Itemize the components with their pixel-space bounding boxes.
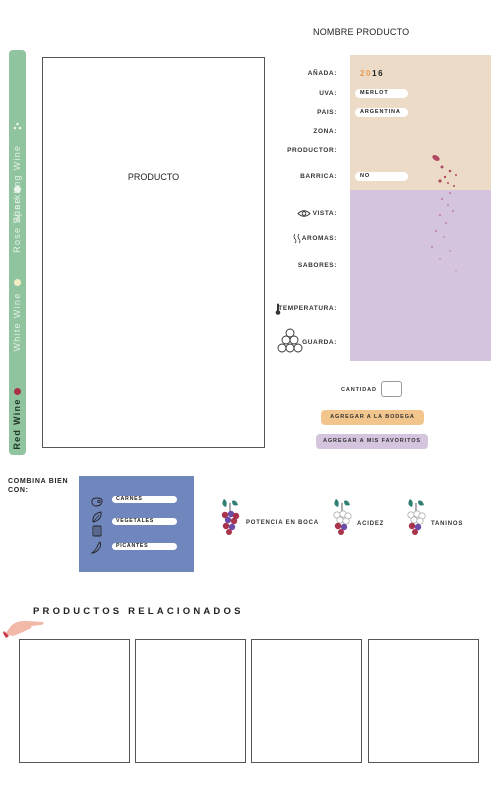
metric-acidez-label: ACIDEZ [357,521,385,527]
aromas-label: AROMAS: [301,235,337,242]
temperatura-label: TEMPERATURA: [278,305,337,312]
steak-icon [91,497,103,507]
uva-label: UVA: [319,90,337,97]
quantity-input[interactable] [381,381,402,397]
pairing-item-vegetales: VEGETALES [112,518,177,525]
anada-value: 2016 [360,69,385,78]
tab-rose-dot [14,186,21,193]
tab-red-wine[interactable]: Red Wine [12,398,22,450]
thermometer-icon [275,303,281,315]
aroma-icon [293,233,301,244]
details-panel-top [350,55,491,190]
related-product-card[interactable] [368,639,479,763]
bottle-rack-icon [277,328,303,353]
product-image-label: PRODUCTO [127,172,180,182]
tab-red-dot [14,388,21,395]
wine-type-tabs: Sparkling Wine Rose Wine White Wine Red … [9,50,26,455]
leaf-icon [92,511,102,523]
cantidad-label: CANTIDAD [341,387,377,393]
zona-label: ZONA: [313,128,337,135]
sparkle-icon [13,122,22,130]
metric-potencia-label: POTENCIA EN BOCA [246,520,319,526]
hand-icon [3,620,44,638]
tab-rose-wine[interactable]: Rose Wine [12,197,22,253]
pairing-title: COMBINA BIEN CON: [8,478,69,494]
vista-label: VISTA: [312,210,337,217]
add-to-cellar-button[interactable]: AGREGAR A LA BODEGA [321,410,424,425]
related-product-card[interactable] [251,639,362,763]
eye-icon [297,210,311,217]
grape-bunch-icon [221,499,240,535]
product-image: PRODUCTO [42,57,265,448]
details-panel-bottom [350,190,491,361]
grape-bunch-icon [333,499,352,535]
chili-icon [90,541,102,554]
related-product-card[interactable] [135,639,246,763]
pairing-item-picantes: PICANTES [112,543,177,550]
tab-white-dot [14,279,21,286]
related-product-card[interactable] [19,639,130,763]
pais-label: PAIS: [317,109,337,116]
page-title: NOMBRE PRODUCTO [313,27,410,37]
add-to-favorites-button[interactable]: AGREGAR A MIS FAVORITOS [316,434,428,449]
wine-splash-icon [431,155,457,272]
pairing-item-carnes: CARNES [112,496,177,503]
guarda-label: GUARDA: [302,339,337,346]
anada-label: AÑADA: [307,70,337,77]
tab-white-wine[interactable]: White Wine [12,292,22,352]
barrica-label: BARRICA: [300,173,337,180]
uva-value: MERLOT [355,89,408,98]
cheese-icon [92,525,102,537]
related-products-title: PRODUCTOS RELACIONADOS [33,606,244,617]
grape-bunch-icon [407,499,426,535]
productor-label: PRODUCTOR: [287,147,337,154]
pairing-panel: CARNES VEGETALES PICANTES [79,476,194,572]
barrica-value: NO [355,172,408,181]
sabores-label: SABORES: [297,262,337,269]
pais-value: ARGENTINA [355,108,408,117]
metric-taninos-label: TANINOS [431,521,464,527]
